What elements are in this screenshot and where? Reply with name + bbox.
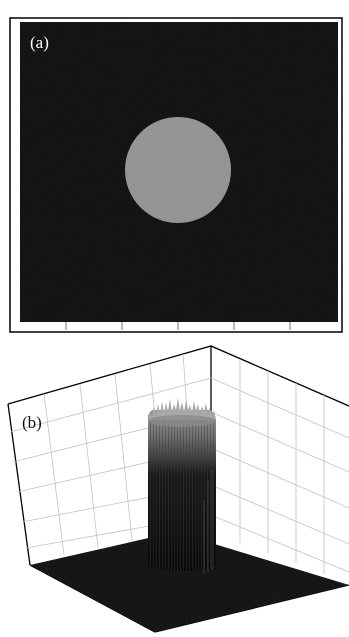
panel-a: (a) [9, 17, 343, 333]
panel-a-label: (a) [30, 33, 49, 52]
bright-disk-texture [125, 117, 231, 223]
right-wall-grid [210, 359, 349, 574]
panel-b: (b) [7, 345, 349, 633]
intensity-pillar [147, 398, 216, 574]
panel-a-bottom-ticks [65, 322, 291, 330]
panel-b-label: (b) [22, 413, 42, 432]
